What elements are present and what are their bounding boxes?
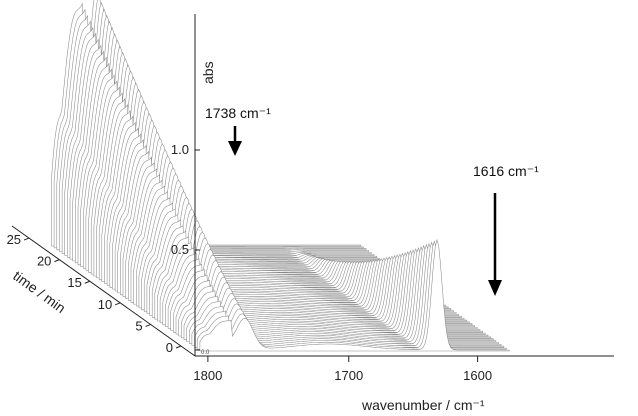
spectra-traces bbox=[51, 0, 510, 352]
annotation-arrow-1738-head bbox=[228, 141, 242, 156]
y-tick-label: 0.5 bbox=[171, 242, 189, 257]
time-tick-label: 25 bbox=[7, 232, 21, 247]
time-axis-label: time / min bbox=[10, 267, 69, 316]
time-tick-label: 20 bbox=[37, 254, 51, 269]
y-axis-label: abs bbox=[200, 61, 216, 84]
y-axis-ticks: 1.0 0.5 0.0 bbox=[171, 142, 210, 356]
time-axis-ticks: 25 20 15 10 5 0 bbox=[7, 232, 182, 355]
time-tick-mark bbox=[115, 302, 121, 306]
x-tick-label: 1800 bbox=[193, 368, 222, 383]
x-axis-label: wavenumber / cm⁻¹ bbox=[361, 397, 485, 413]
time-tick-mark bbox=[145, 323, 151, 327]
spectrum-trace bbox=[199, 238, 510, 352]
time-tick-mark bbox=[175, 345, 182, 349]
y-tick-label: 0.0 bbox=[201, 350, 210, 356]
time-tick-label: 10 bbox=[98, 297, 112, 312]
x-axis-ticks: 1800 1700 1600 bbox=[193, 356, 492, 383]
y-tick-label: 1.0 bbox=[171, 142, 189, 157]
time-axis-line bbox=[11, 225, 196, 357]
time-tick-label: 5 bbox=[135, 318, 142, 333]
x-tick-label: 1700 bbox=[334, 368, 363, 383]
time-tick-mark bbox=[54, 259, 60, 263]
annotation-1616: 1616 cm⁻¹ bbox=[473, 163, 539, 179]
time-tick-label: 0 bbox=[166, 340, 173, 355]
x-tick-label: 1600 bbox=[463, 368, 492, 383]
time-tick-mark bbox=[84, 280, 91, 284]
time-tick-label: 15 bbox=[67, 275, 81, 290]
annotation-1738: 1738 cm⁻¹ bbox=[205, 105, 271, 121]
annotation-arrow-1616-head bbox=[488, 280, 502, 296]
time-tick-mark bbox=[23, 237, 30, 241]
